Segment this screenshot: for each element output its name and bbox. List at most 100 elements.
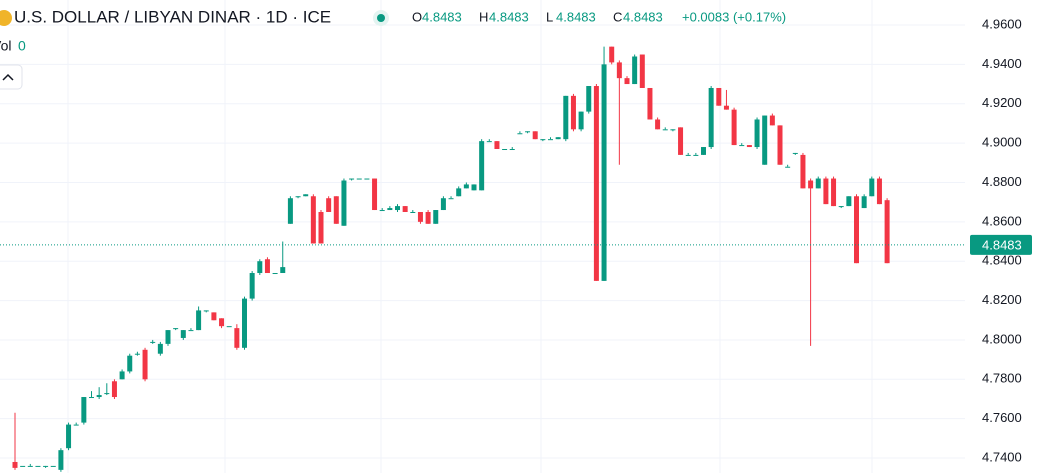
candle-body: [616, 62, 622, 79]
candle-body: [593, 86, 599, 281]
candle-body: [43, 465, 49, 467]
candle-body: [50, 465, 56, 467]
candle-body: [555, 137, 561, 140]
candle-body: [723, 105, 729, 110]
ohlc-value: 4.8483: [556, 9, 596, 24]
y-tick-label: 4.9600: [982, 16, 1022, 31]
candle-body: [486, 141, 492, 143]
candle-body: [716, 87, 722, 106]
candle-body: [410, 211, 416, 213]
candle-body: [119, 371, 125, 380]
candle-body: [525, 131, 531, 133]
candle-body: [479, 141, 485, 191]
candle-body: [433, 210, 439, 224]
candle-body: [111, 381, 117, 398]
y-tick-label: 4.8600: [982, 213, 1022, 228]
candle-body: [372, 178, 378, 211]
candle-body: [402, 206, 408, 212]
candle-body: [846, 196, 852, 207]
symbol-icon: [0, 10, 12, 26]
candle-body: [632, 56, 638, 85]
candle-body: [20, 465, 26, 467]
candle-body: [264, 259, 270, 274]
candle-body: [188, 330, 194, 332]
ohlc-value: 4.8483: [489, 9, 529, 24]
y-tick-label: 4.8800: [982, 174, 1022, 189]
caret-icon: [2, 73, 14, 81]
candle-body: [73, 424, 79, 426]
candle-body: [762, 115, 768, 165]
candle-body: [89, 397, 94, 399]
candle-body: [35, 465, 41, 467]
candle-body: [104, 393, 110, 395]
candle-body: [838, 206, 844, 208]
candle-body: [203, 310, 209, 312]
candle-body: [494, 141, 500, 150]
candle-body: [66, 424, 72, 449]
candle-body: [471, 184, 477, 191]
candle-body: [27, 465, 33, 467]
candle-body: [861, 196, 867, 209]
candle-body: [180, 330, 186, 338]
candle-body: [249, 273, 255, 299]
volume-label: Vol: [0, 38, 11, 54]
candle-body: [685, 154, 691, 156]
candle-body: [869, 178, 875, 197]
candle-body: [211, 312, 217, 321]
candle-body: [701, 147, 706, 155]
candle-body: [81, 397, 87, 423]
candle-body: [578, 111, 584, 130]
candle-body: [532, 131, 538, 140]
candle-body: [540, 139, 546, 141]
candle-body: [708, 87, 714, 148]
candle-body: [792, 152, 798, 154]
candle-body: [341, 180, 347, 226]
candle-body: [280, 267, 286, 274]
ohlc-key: L: [546, 9, 553, 24]
candle-body: [142, 349, 148, 380]
candle-body: [639, 54, 645, 88]
y-tick-label: 4.8000: [982, 331, 1022, 346]
candle-body: [815, 178, 821, 189]
candle-body: [326, 198, 332, 212]
candle-body: [769, 115, 775, 126]
candle-body: [157, 343, 163, 354]
candle-body: [808, 180, 814, 189]
candle-body: [624, 78, 630, 85]
candle-body: [823, 178, 829, 205]
candle-body: [876, 178, 882, 205]
candle-body: [127, 355, 133, 372]
ohlc-values: O 4.8483 H 4.8483 L 4.8483 C 4.8483 +0.0083 (+0.…: [412, 9, 786, 24]
candle-body: [318, 211, 324, 244]
y-tick-label: 4.7600: [982, 410, 1022, 425]
candle-body: [287, 198, 293, 224]
candle-body: [448, 198, 454, 200]
candle-body: [310, 196, 316, 244]
candle-body: [609, 46, 615, 63]
ohlc-key: O: [412, 9, 422, 24]
candle-body: [150, 341, 156, 343]
candle-body: [754, 119, 760, 148]
candle-body: [219, 318, 225, 327]
candle-body: [165, 330, 171, 344]
candle-body: [739, 145, 745, 147]
candle-body: [586, 86, 592, 112]
y-tick-label: 4.9000: [982, 135, 1022, 150]
candle-body: [333, 196, 339, 224]
candle-body: [647, 87, 653, 120]
candle-body: [655, 119, 661, 130]
candle-body: [563, 95, 569, 140]
ohlc-key: H: [479, 9, 488, 24]
candle-body: [440, 198, 446, 211]
plot: [0, 24, 965, 472]
last-price-tag: [970, 234, 1032, 255]
y-tick-label: 4.7400: [982, 449, 1022, 464]
candle-body: [364, 178, 370, 180]
vertical-grid: [67, 0, 873, 473]
price-axis: 4.7400 4.7600 4.7800 4.8000 4.8200 4.8400 4.86…: [970, 16, 1032, 464]
candle-body: [662, 129, 668, 131]
candle-body: [785, 166, 791, 168]
last-price-label: 4.8483: [982, 237, 1022, 252]
